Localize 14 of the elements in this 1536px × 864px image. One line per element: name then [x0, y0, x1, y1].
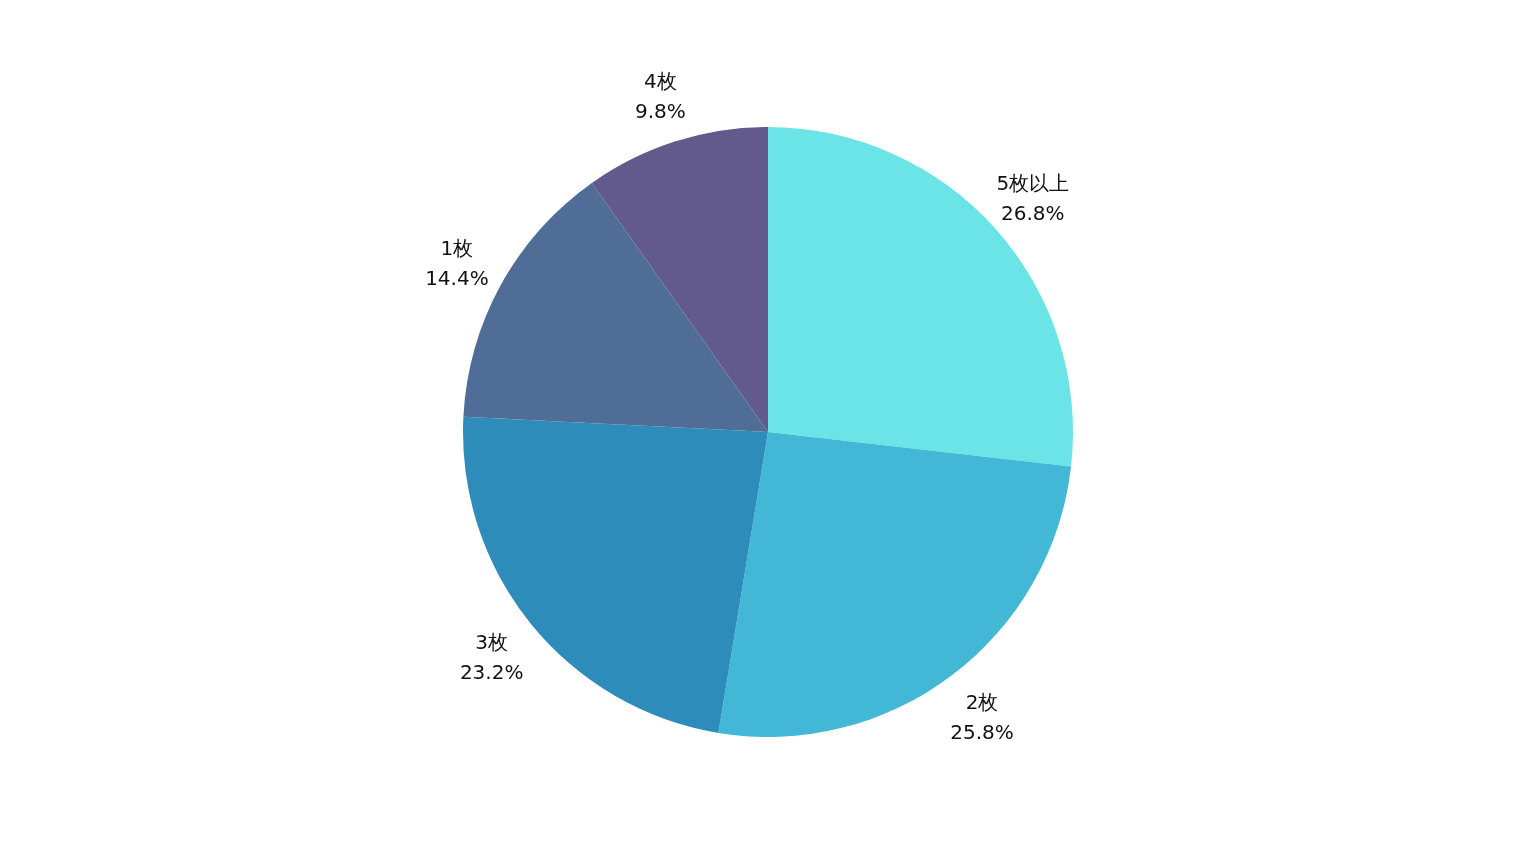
slice-label: 4枚 — [644, 68, 677, 93]
pie-slice — [591, 127, 768, 432]
pie-slice — [718, 432, 1072, 737]
slice-label: 1枚 — [440, 235, 474, 260]
pie-slice — [768, 127, 1073, 467]
pie-slice — [463, 416, 768, 733]
data-label: 9.8% — [635, 98, 686, 123]
data-label: 23.2% — [459, 659, 524, 684]
slice-label: 2枚 — [965, 690, 999, 715]
slice-label: 3枚 — [475, 629, 509, 654]
data-label: 26.8% — [1001, 200, 1065, 225]
data-label: 14.4% — [425, 265, 489, 290]
data-label: 25.8% — [950, 720, 1014, 745]
slice-label: 5枚以上 — [996, 170, 1070, 195]
